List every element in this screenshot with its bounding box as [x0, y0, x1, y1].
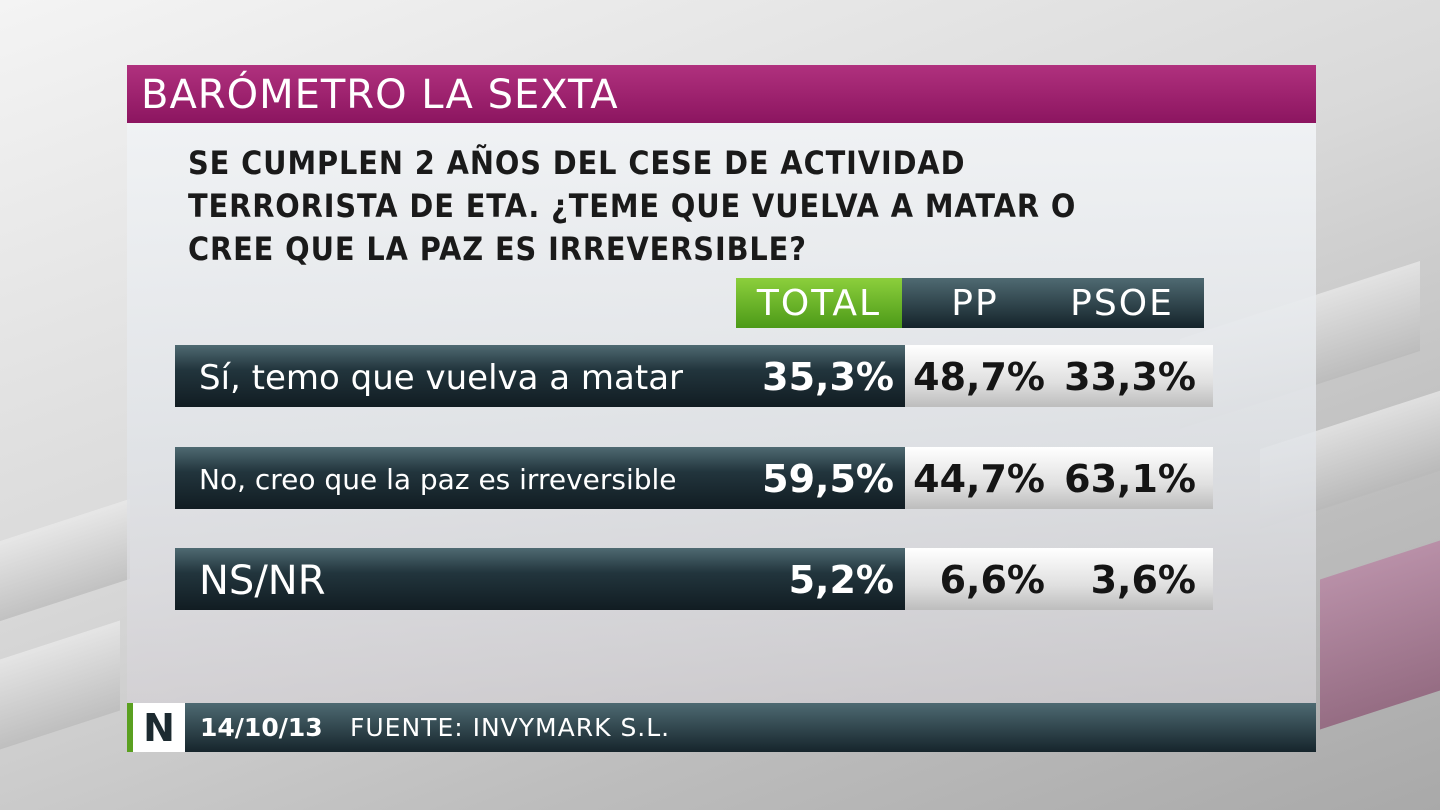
cell-value: 3,6%: [1090, 558, 1196, 602]
question-line: SE CUMPLEN 2 AÑOS DEL CESE DE ACTIVIDAD: [188, 144, 966, 182]
header-bar: [902, 278, 1204, 328]
question-line: TERRORISTA DE ETA. ¿TEME QUE VUELVA A MA…: [188, 187, 1077, 225]
title: BARÓMETRO LA SEXTA: [127, 65, 1316, 123]
row-values-bg: [905, 345, 1213, 407]
source: FUENTE: INVYMARK S.L.: [350, 713, 671, 742]
cell-total: 5,2%: [788, 558, 894, 602]
cell-value: 48,7%: [913, 355, 1045, 399]
column-header: PP: [951, 283, 999, 324]
cell-total: 35,3%: [762, 355, 894, 399]
date: 14/10/13: [200, 713, 323, 742]
cell-value: 33,3%: [1064, 355, 1196, 399]
question-line: CREE QUE LA PAZ ES IRREVERSIBLE?: [188, 230, 807, 268]
logo: N: [127, 703, 185, 752]
footer: [127, 703, 1316, 752]
column-header: TOTAL: [736, 278, 902, 328]
cell-value: 63,1%: [1064, 457, 1196, 501]
row-values-bg: [905, 447, 1213, 509]
row-label: NS/NR: [175, 548, 905, 610]
column-header: PSOE: [1070, 283, 1174, 324]
row-label: No, creo que la paz es irreversible: [175, 447, 905, 509]
cell-value: 6,6%: [939, 558, 1045, 602]
row-values-bg: [905, 548, 1213, 610]
cell-total: 59,5%: [762, 457, 894, 501]
cell-value: 44,7%: [913, 457, 1045, 501]
panel: [127, 65, 1316, 752]
row-label: Sí, temo que vuelva a matar: [175, 345, 905, 407]
